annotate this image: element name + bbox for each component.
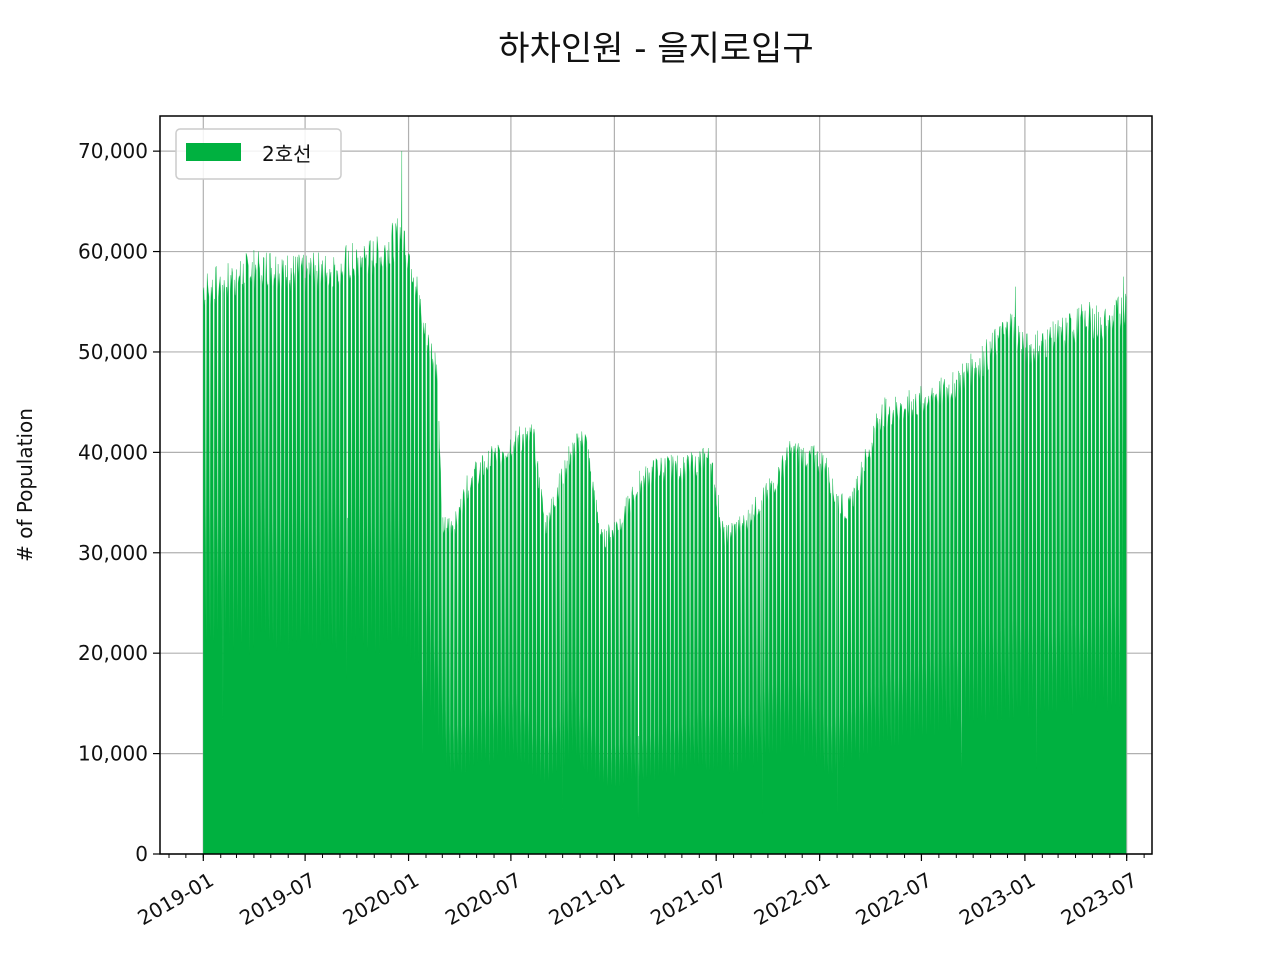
legend-box [175,128,342,180]
legend: 2호선 [175,128,342,180]
y-axis-label: # of Population [13,408,37,562]
y-tick-label: 60,000 [78,240,148,264]
plot-frame [159,115,1153,855]
series-2-area [203,151,1127,855]
legend-swatch [186,143,241,161]
y-tick-label: 10,000 [78,742,148,766]
legend-label: 2호선 [262,142,312,166]
y-tick-label: 40,000 [78,440,148,464]
y-tick-label: 70,000 [78,139,148,163]
y-tick-label: 50,000 [78,340,148,364]
y-tick-label: 30,000 [78,541,148,565]
y-tick-label: 0 [135,842,148,866]
chart-title: 하차인원 - 을지로입구 [498,29,813,69]
y-tick-label: 20,000 [78,641,148,665]
series-area [203,151,1127,855]
